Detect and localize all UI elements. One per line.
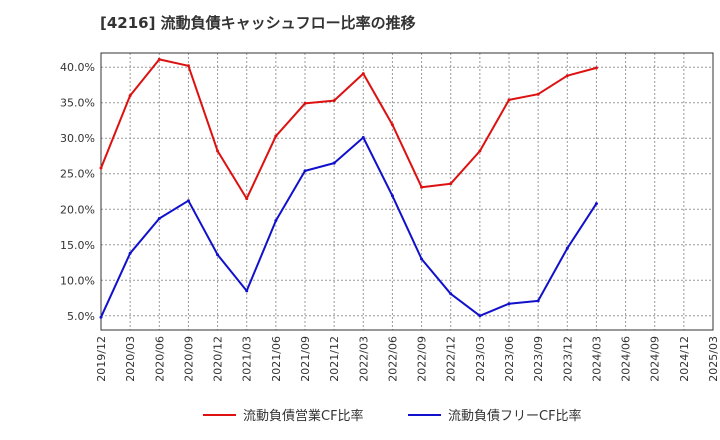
x-tick-label: 2021/06 [270,336,283,382]
data-point [157,57,161,61]
x-tick-label: 2023/12 [561,336,574,382]
data-point [361,136,365,140]
data-point [216,253,220,257]
legend-label-2: 流動負債フリーCF比率 [448,408,582,424]
data-point [216,149,220,153]
data-point [390,123,394,127]
x-tick-label: 2022/12 [445,336,458,382]
x-tick-label: 2020/09 [182,336,195,382]
data-point [332,161,336,165]
data-point [245,197,249,201]
data-point [536,92,540,96]
x-tick-label: 2020/03 [124,336,137,382]
data-point [594,66,598,70]
x-tick-label: 2025/03 [707,336,720,382]
data-point [449,292,453,296]
data-point [274,134,278,138]
data-point [536,299,540,303]
y-tick-label: 10.0% [60,274,95,287]
data-point [449,182,453,186]
data-point [332,99,336,103]
data-point [245,289,249,293]
x-tick-label: 2021/03 [241,336,254,382]
x-tick-label: 2020/06 [153,336,166,382]
series-line-1 [100,58,597,200]
data-point [478,149,482,153]
data-point [303,169,307,173]
data-point [420,257,424,261]
x-tick-label: 2024/03 [590,336,603,382]
y-tick-label: 15.0% [60,239,95,252]
x-tick-label: 2022/03 [357,336,370,382]
data-point [274,219,278,223]
y-tick-label: 30.0% [60,132,95,145]
legend-label-1: 流動負債営業CF比率 [243,408,364,424]
data-point [157,216,161,220]
y-tick-label: 40.0% [60,61,95,74]
y-tick-label: 20.0% [60,203,95,216]
plot-frame [100,52,714,331]
chart-title: [4216] 流動負債キャッシュフロー比率の推移 [100,14,416,32]
x-tick-label: 2022/06 [386,336,399,382]
data-point [565,246,569,250]
series-line-2 [100,136,598,318]
data-point [420,185,424,189]
data-point [128,94,132,98]
x-tick-label: 2021/12 [328,336,341,382]
x-tick-label: 2021/09 [299,336,312,382]
x-tick-label: 2019/12 [95,336,108,382]
data-point [478,314,482,318]
data-point [99,315,103,319]
data-point [507,302,511,306]
y-tick-label: 5.0% [67,310,95,323]
data-point [507,98,511,102]
data-point [186,199,190,203]
y-tick-label: 35.0% [60,97,95,110]
data-point [594,202,598,206]
x-tick-label: 2024/06 [620,336,633,382]
plot-area [101,53,713,330]
x-tick-label: 2023/03 [474,336,487,382]
data-point [186,64,190,68]
data-point [390,194,394,198]
data-point [303,101,307,105]
data-point [128,251,132,255]
x-tick-label: 2023/09 [532,336,545,382]
x-tick-label: 2024/12 [678,336,691,382]
x-tick-label: 2023/06 [503,336,516,382]
y-tick-label: 25.0% [60,168,95,181]
x-tick-label: 2020/12 [212,336,225,382]
x-tick-label: 2022/09 [416,336,429,382]
x-tick-label: 2024/09 [649,336,662,382]
data-point [99,166,103,170]
data-point [565,74,569,78]
data-point [361,72,365,76]
